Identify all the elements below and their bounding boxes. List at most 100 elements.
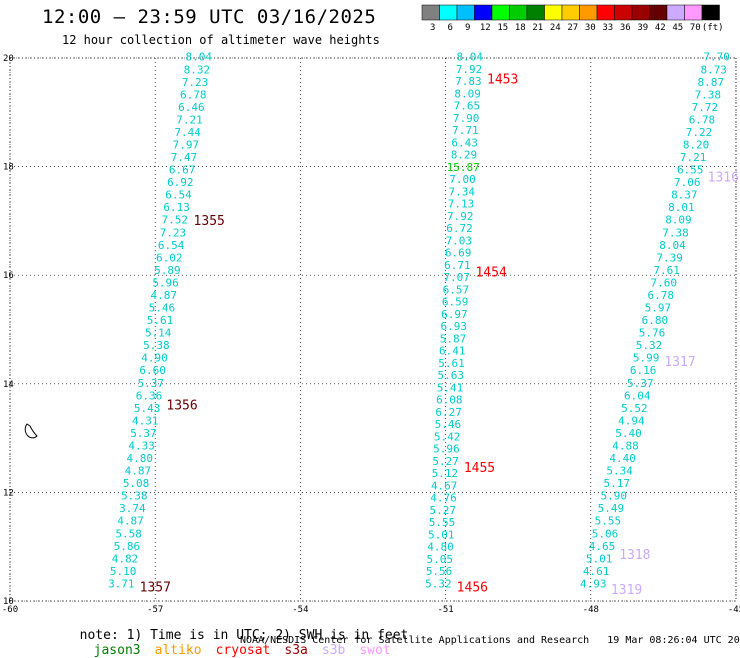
- track-value: 5.10: [110, 565, 137, 578]
- track-value: 4.80: [127, 452, 154, 465]
- track-value: 4.88: [612, 439, 639, 452]
- colorbar-swatch: [666, 4, 685, 21]
- colorbar-swatch: [491, 4, 510, 21]
- chart-subtitle: 12 hour collection of altimeter wave hei…: [62, 33, 380, 47]
- footer-agency: NOAA/NESDIS Center for Satellite Applica…: [240, 635, 590, 646]
- colorbar-swatch: [439, 4, 458, 21]
- track-value: 6.92: [167, 176, 194, 189]
- track-value: 6.02: [156, 251, 183, 264]
- colorbar-swatch: [509, 4, 528, 21]
- chart-grid: [9, 57, 737, 602]
- time-label: 1456: [457, 580, 488, 595]
- track-value: 3.71: [108, 577, 135, 590]
- track-value: 7.07: [443, 271, 470, 284]
- track-value: 8.73: [700, 63, 727, 76]
- satellite-legend-item: altiko: [154, 643, 202, 658]
- track-value: 5.01: [586, 552, 613, 565]
- track-value: 7.23: [182, 76, 209, 89]
- time-label: 1317: [664, 355, 695, 370]
- track-value: 7.52: [162, 214, 189, 227]
- track-value: 4.65: [589, 540, 616, 553]
- track-value: 7.92: [447, 210, 474, 223]
- x-tick-label: -60: [2, 605, 18, 615]
- track-value: 5.46: [149, 302, 176, 315]
- track-value: 5.89: [154, 264, 181, 277]
- track-value: 4.87: [125, 465, 152, 478]
- track-value: 5.55: [595, 515, 622, 528]
- track-value: 5.63: [438, 369, 465, 382]
- track-value: 6.27: [435, 406, 462, 419]
- colorbar-label: 18: [515, 23, 526, 33]
- track-value: 4.76: [430, 492, 457, 505]
- track-value: 5.49: [598, 502, 625, 515]
- time-label: 1455: [464, 461, 495, 476]
- track-value: 15.87: [447, 161, 480, 174]
- track-value: 3.74: [119, 502, 146, 515]
- colorbar-swatch: [544, 4, 563, 21]
- track-value: 7.21: [680, 151, 707, 164]
- colorbar-label: 6: [448, 23, 453, 33]
- colorbar-legend: 3 6 9 12 15 18 21 24 27 30 33 36 39 42 45 70 (ft): [421, 4, 724, 33]
- track-value: 6.46: [178, 101, 205, 114]
- track-value: 5.01: [428, 528, 455, 541]
- track-value: 4.93: [580, 577, 607, 590]
- track-value: 5.38: [143, 339, 170, 352]
- x-tick-label: -48: [583, 605, 599, 615]
- colorbar-swatch: [684, 4, 703, 21]
- track-value: 5.34: [606, 465, 633, 478]
- track-value: 7.60: [650, 276, 677, 289]
- colorbar-label: 3: [430, 23, 435, 33]
- track-value: 5.61: [147, 314, 174, 327]
- colorbar-swatch: [526, 4, 545, 21]
- track-value: 5.90: [601, 490, 628, 503]
- track-value: 5.61: [438, 357, 465, 370]
- colorbar-label: 36: [620, 23, 631, 33]
- track-value: 6.57: [443, 283, 470, 296]
- track-value: 6.72: [446, 222, 473, 235]
- colorbar-swatch: [614, 4, 633, 21]
- track-value: 5.96: [433, 443, 460, 456]
- colorbar-label: (ft): [702, 23, 724, 33]
- time-label: 1356: [166, 399, 197, 414]
- track-value: 4.87: [117, 515, 144, 528]
- track-values: 3.715.104.825.865.584.873.745.385.084.87…: [108, 51, 739, 598]
- track-value: 8.09: [665, 214, 692, 227]
- colorbar-label: 12: [480, 23, 491, 33]
- track-value: 5.97: [645, 302, 672, 315]
- track-value: 7.06: [674, 176, 701, 189]
- colorbar-swatch: [561, 4, 580, 21]
- y-tick-label: 20: [3, 54, 14, 64]
- track-value: 8.09: [454, 87, 481, 100]
- track-value: 5.08: [123, 477, 150, 490]
- track-value: 5.43: [134, 402, 161, 415]
- track-value: 5.58: [115, 527, 142, 540]
- x-tick-label: -57: [147, 605, 163, 615]
- track-value: 7.44: [174, 126, 201, 139]
- track-value: 5.96: [152, 276, 179, 289]
- track-value: 6.36: [136, 389, 163, 402]
- colorbar-label: 42: [655, 23, 666, 33]
- track-value: 7.38: [662, 226, 689, 239]
- track-value: 5.38: [121, 490, 148, 503]
- track-value: 6.71: [444, 259, 471, 272]
- track-value: 5.56: [426, 565, 453, 578]
- colorbar-swatch: [579, 4, 598, 21]
- track-value: 6.80: [642, 314, 669, 327]
- track-value: 4.82: [112, 552, 139, 565]
- track-value: 4.40: [609, 452, 636, 465]
- track-value: 5.27: [429, 504, 456, 517]
- colorbar-label: 30: [585, 23, 596, 33]
- track-value: 6.60: [139, 364, 166, 377]
- track-value: 5.32: [636, 339, 663, 352]
- note-prefix: note: 1) Time is in UTC; 2) SWH is in fe…: [79, 628, 409, 643]
- colorbar-swatch: [456, 4, 475, 21]
- track-value: 8.87: [698, 76, 725, 89]
- track-value: 8.01: [668, 201, 695, 214]
- colorbar-label: 15: [497, 23, 508, 33]
- track-value: 6.54: [165, 189, 192, 202]
- track-value: 6.97: [441, 308, 468, 321]
- colorbar-label: 24: [550, 23, 561, 33]
- track-value: 5.37: [130, 427, 157, 440]
- track-value: 5.99: [633, 352, 660, 365]
